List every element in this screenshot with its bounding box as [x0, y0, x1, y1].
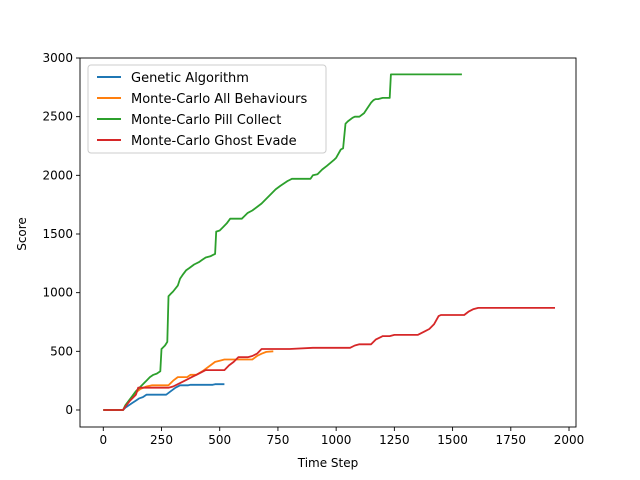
- series-line-3: [103, 306, 555, 411]
- x-tick-label: 2000: [554, 433, 585, 447]
- x-axis-label: Time Step: [297, 456, 359, 470]
- y-tick-label: 2000: [42, 168, 73, 182]
- legend-entry: Monte-Carlo Ghost Evade: [131, 134, 297, 149]
- series-line-0: [103, 383, 225, 411]
- y-axis-label: Score: [15, 217, 29, 251]
- legend-box: [87, 64, 327, 154]
- y-tick-label: 3000: [42, 51, 73, 65]
- x-tick-label: 1500: [437, 433, 468, 447]
- x-tick-label: 1750: [496, 433, 527, 447]
- x-tick-label: 1250: [379, 433, 410, 447]
- legend-entry: Genetic Algorithm: [131, 71, 249, 86]
- x-axis-ticks: 0 250 500 750 1000 1250 1500 1750 2000: [99, 427, 584, 447]
- plot-frame: [79, 57, 577, 428]
- x-tick-label: 1000: [321, 433, 352, 447]
- x-tick-label: 750: [266, 433, 289, 447]
- x-tick-label: 0: [99, 433, 107, 447]
- y-tick-label: 1000: [42, 286, 73, 300]
- series-line-2: [103, 73, 462, 411]
- x-tick-label: 250: [150, 433, 173, 447]
- y-tick-label: 1500: [42, 227, 73, 241]
- legend-entry: Monte-Carlo Pill Collect: [131, 113, 281, 128]
- x-tick-label: 500: [208, 433, 231, 447]
- y-axis-ticks: 0 500 1000 1500 2000 2500 3000: [42, 51, 80, 417]
- plot-area: [79, 57, 577, 428]
- y-tick-label: 500: [50, 344, 73, 358]
- legend-entry: Monte-Carlo All Behaviours: [131, 92, 307, 107]
- legend: Genetic Algorithm Monte-Carlo All Behavio…: [87, 64, 327, 154]
- y-tick-label: 0: [65, 403, 73, 417]
- y-tick-label: 2500: [42, 110, 73, 124]
